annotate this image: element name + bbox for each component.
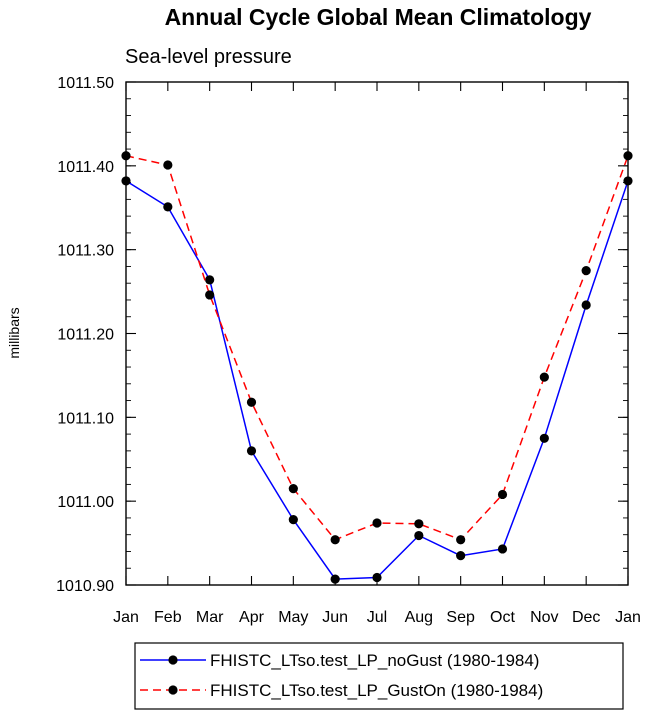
series-2 [121, 151, 633, 545]
data-point [330, 574, 340, 584]
plot-frame [125, 81, 629, 586]
y-tick-labels: 1010.90 1011.00 1011.10 1011.20 1011.30 1011.… [56, 75, 114, 595]
y-tick-label: 1011.00 [57, 494, 114, 511]
x-tick-label: May [278, 609, 308, 626]
data-point [456, 551, 466, 561]
x-tick-label: Nov [530, 609, 558, 626]
x-tick-labels: Jan Feb Mar Apr May Jun Jul Aug Sep Oct Nov Dec Jan [113, 609, 641, 626]
data-point [539, 433, 549, 443]
data-point [205, 290, 215, 300]
chart-subtitle: Sea-level pressure [125, 46, 292, 68]
series-line [125, 155, 629, 541]
legend-label: FHISTC_LTso.test_LP_noGust (1980-1984) [210, 651, 539, 670]
x-tick-label: Aug [405, 609, 433, 626]
y-tick-label: 1010.90 [56, 578, 114, 595]
data-point [246, 446, 257, 456]
y-tick-label: 1011.10 [57, 410, 114, 427]
data-point [581, 300, 591, 310]
data-point [205, 275, 215, 285]
data-point [497, 544, 508, 554]
y-tick-label: 1011.30 [57, 243, 114, 260]
data-point [163, 160, 173, 170]
x-tick-label: Feb [154, 609, 182, 626]
chart-title: Annual Cycle Global Mean Climatology [165, 4, 592, 30]
data-point [288, 515, 298, 525]
data-point [497, 489, 508, 500]
y-tick-label: 1011.20 [57, 327, 114, 344]
y-axis-label: millibars [6, 307, 22, 358]
x-tick-label: Jun [322, 609, 348, 626]
legend-marker [168, 685, 178, 695]
legend-box [134, 642, 624, 710]
x-tick-label: Sep [446, 609, 475, 626]
data-point [456, 535, 466, 545]
data-point [414, 530, 424, 541]
x-tick-label: Jul [367, 609, 387, 626]
data-point [246, 397, 257, 407]
data-point [372, 572, 382, 583]
legend-marker [168, 655, 178, 665]
data-point [372, 518, 382, 528]
x-tick-label: Jan [615, 609, 641, 626]
series-layer [121, 151, 633, 584]
data-point [539, 372, 549, 382]
x-tick-label: Mar [196, 609, 224, 626]
x-tick-label: Oct [490, 609, 515, 626]
legend: FHISTC_LTso.test_LP_noGust (1980-1984) FH… [134, 642, 624, 710]
y-tick-label: 1011.40 [57, 159, 114, 176]
axis-ticks [125, 81, 629, 586]
data-point [581, 266, 591, 276]
data-point [163, 202, 173, 212]
data-point [288, 483, 298, 494]
data-point [330, 535, 340, 545]
y-tick-label: 1011.50 [57, 75, 114, 92]
x-tick-label: Jan [113, 609, 139, 626]
x-tick-label: Dec [572, 609, 600, 626]
x-tick-label: Apr [239, 609, 265, 626]
data-point [414, 519, 424, 529]
legend-label: FHISTC_LTso.test_LP_GustOn (1980-1984) [210, 681, 543, 700]
